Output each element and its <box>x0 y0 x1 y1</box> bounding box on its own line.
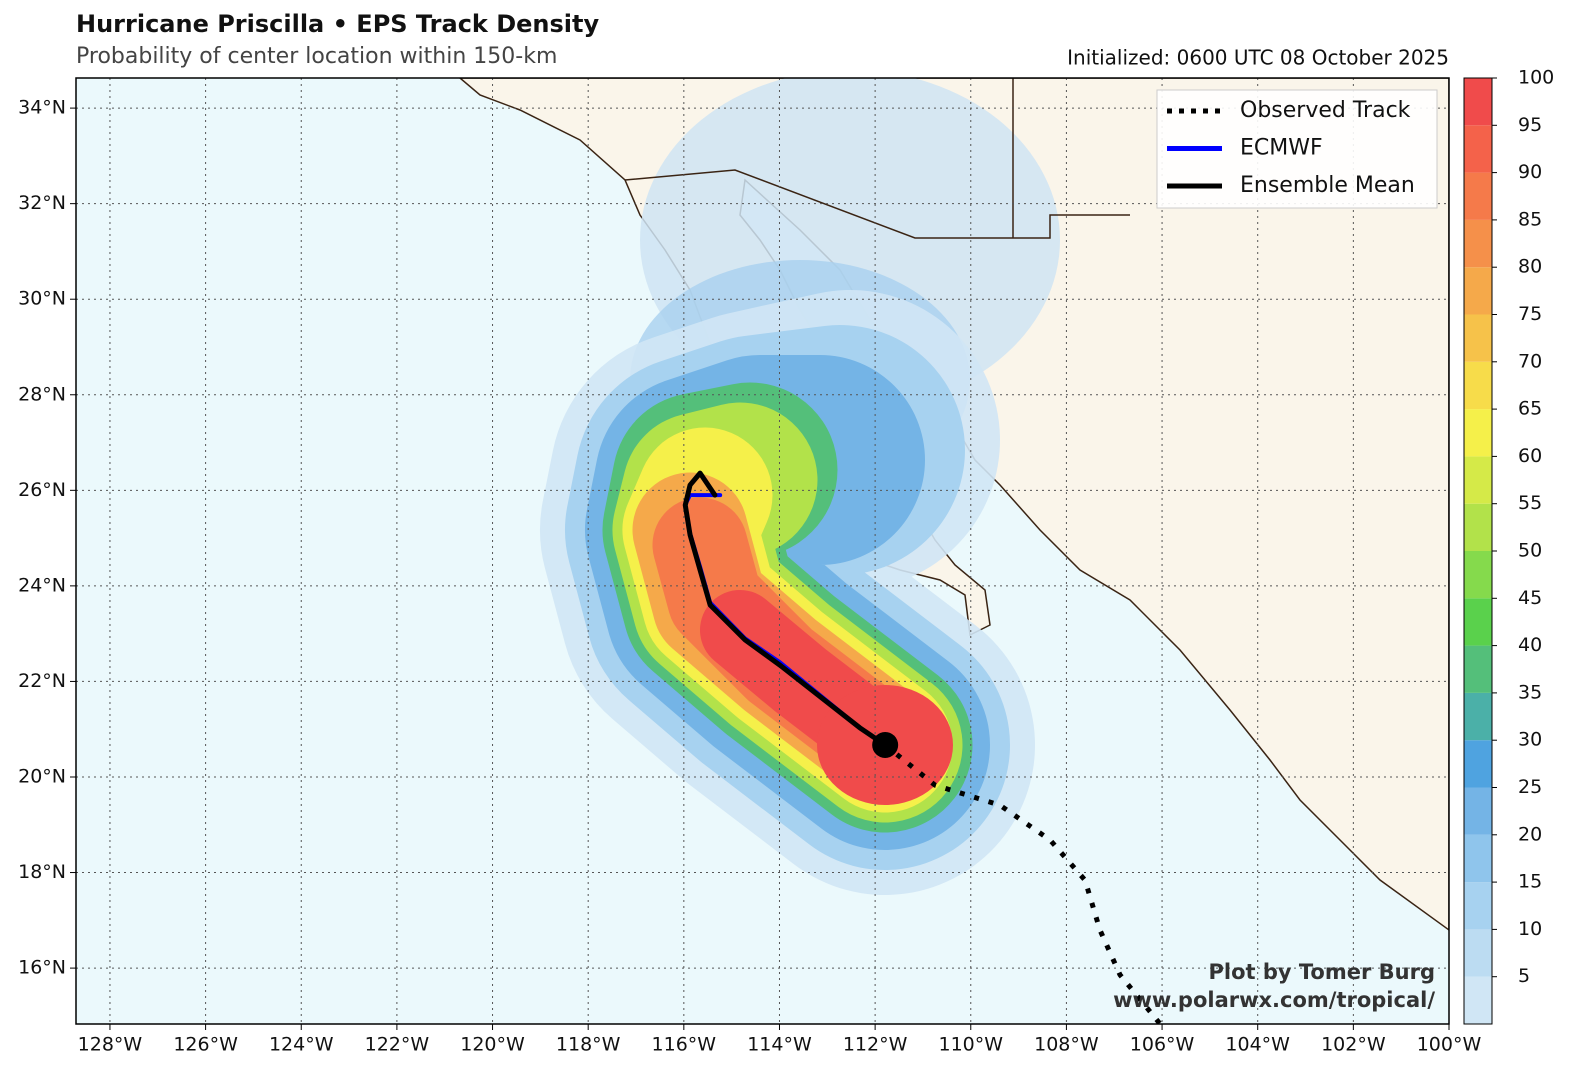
x-tick-label: 116°W <box>652 1034 717 1056</box>
colorbar-label: 65 <box>1518 398 1542 420</box>
track-line <box>883 743 1163 1024</box>
subtitle: Probability of center location within 15… <box>76 44 557 69</box>
x-tick-label: 124°W <box>269 1034 334 1056</box>
y-tick-label: 16°N <box>18 957 66 979</box>
colorbar-label: 50 <box>1518 540 1542 562</box>
tracks <box>682 470 1163 1024</box>
colorbar-band <box>1464 740 1492 788</box>
x-tick-label: 100°W <box>1417 1034 1482 1056</box>
colorbar-label: 40 <box>1518 634 1542 656</box>
colorbar-band <box>1464 787 1492 835</box>
colorbar-band <box>1464 409 1492 457</box>
plot-frame <box>75 77 1450 1025</box>
x-tick-label: 114°W <box>747 1034 812 1056</box>
x-tick-label: 106°W <box>1130 1034 1195 1056</box>
colorbar: 5 10 15 20 25 30 35 40 45 50 55 60 65 70 75 80 85 90 95 100 <box>1463 67 1554 1025</box>
colorbar-label: 95 <box>1518 114 1542 136</box>
axes: 128°W 126°W 124°W 122°W 120°W 118°W 116°W 114°W… <box>18 97 1481 1056</box>
colorbar-label: 5 <box>1518 965 1530 987</box>
colorbar-label: 20 <box>1518 823 1542 845</box>
colorbar-label: 25 <box>1518 776 1542 798</box>
colorbar-band <box>1464 645 1492 693</box>
colorbar-band <box>1464 882 1492 930</box>
colorbar-label: 80 <box>1518 256 1542 278</box>
colorbar-band <box>1464 125 1492 173</box>
colorbar-label: 55 <box>1518 492 1542 514</box>
x-tick-label: 104°W <box>1225 1034 1290 1056</box>
y-tick-label: 24°N <box>18 574 66 596</box>
colorbar-band <box>1464 692 1492 741</box>
x-tick-label: 122°W <box>365 1034 430 1056</box>
legend: Observed Track ECMWF Ensemble Mean <box>1156 89 1438 209</box>
y-tick-label: 34°N <box>18 97 66 119</box>
colorbar-label: 60 <box>1518 445 1542 467</box>
colorbar-label: 10 <box>1518 918 1542 940</box>
colorbar-band <box>1464 361 1492 410</box>
x-tick-label: 126°W <box>173 1034 238 1056</box>
init-time: Initialized: 0600 UTC 08 October 2025 <box>1067 46 1449 70</box>
colorbar-label: 35 <box>1518 681 1542 703</box>
colorbar-band <box>1464 219 1492 268</box>
colorbar-label: 30 <box>1518 729 1542 751</box>
y-tick-label: 18°N <box>18 861 66 883</box>
track-line <box>682 470 888 748</box>
colorbar-band <box>1464 267 1492 315</box>
chart-title: Hurricane Priscilla • EPS Track Density <box>76 10 600 38</box>
colorbar-label: 70 <box>1518 350 1542 372</box>
colorbar-band <box>1464 551 1492 599</box>
genesis-dot <box>872 731 899 758</box>
grid <box>76 78 1449 1024</box>
y-tick-label: 32°N <box>18 192 66 214</box>
colorbar-band <box>1464 834 1492 883</box>
legend-label: ECMWF <box>1240 136 1323 161</box>
borders <box>624 78 1130 239</box>
colorbar-label: 85 <box>1518 208 1542 230</box>
colorbar-band <box>1464 503 1492 551</box>
y-tick-label: 30°N <box>18 288 66 310</box>
credit-url: www.polarwx.com/tropical/ <box>1113 988 1435 1012</box>
colorbar-band <box>1464 456 1492 504</box>
x-tick-label: 128°W <box>78 1034 143 1056</box>
colorbar-label: 90 <box>1518 161 1542 183</box>
x-tick-label: 120°W <box>460 1034 525 1056</box>
colorbar-label: 100 <box>1518 67 1554 89</box>
colorbar-band <box>1464 976 1492 1024</box>
credit: Plot by Tomer Burg <box>1209 960 1436 984</box>
colorbar-band <box>1464 598 1492 646</box>
y-tick-label: 28°N <box>18 383 66 405</box>
legend-label: Observed Track <box>1240 98 1411 123</box>
map-layer <box>76 78 1449 1024</box>
colorbar-label: 75 <box>1518 303 1542 325</box>
colorbar-label: 15 <box>1518 871 1542 893</box>
colorbar-band <box>1464 929 1492 977</box>
y-tick-label: 22°N <box>18 670 66 692</box>
colorbar-band <box>1464 78 1492 126</box>
colorbar-band <box>1464 314 1492 362</box>
colorbar-label: 45 <box>1518 587 1542 609</box>
x-tick-label: 112°W <box>843 1034 908 1056</box>
x-tick-label: 110°W <box>938 1034 1003 1056</box>
x-tick-label: 108°W <box>1034 1034 1099 1056</box>
x-tick-label: 118°W <box>556 1034 621 1056</box>
y-tick-label: 20°N <box>18 765 66 787</box>
x-tick-label: 102°W <box>1321 1034 1386 1056</box>
density <box>540 78 1060 895</box>
y-tick-label: 26°N <box>18 479 66 501</box>
colorbar-band <box>1464 172 1492 220</box>
legend-label: Ensemble Mean <box>1240 173 1415 198</box>
